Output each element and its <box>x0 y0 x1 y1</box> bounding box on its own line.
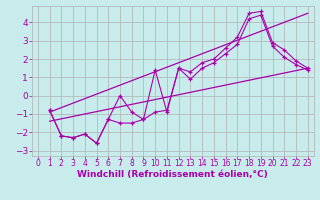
X-axis label: Windchill (Refroidissement éolien,°C): Windchill (Refroidissement éolien,°C) <box>77 170 268 179</box>
